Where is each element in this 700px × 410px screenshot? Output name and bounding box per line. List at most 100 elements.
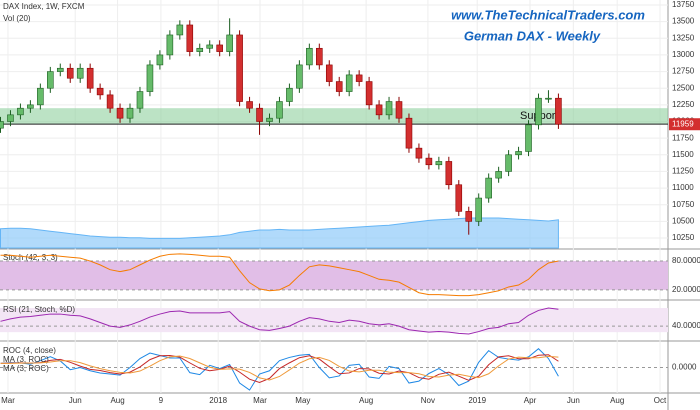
candle-body [415,147,423,159]
indicator-tick-label: 20.0000 [672,285,700,294]
y-tick-label: 11500 [672,150,694,159]
candle-body [0,121,4,129]
x-tick-label: Mar [253,396,267,405]
x-tick-label: Jun [69,396,82,405]
candle-body [445,161,453,186]
y-tick-label: 12750 [672,67,695,76]
volume-area [0,217,559,249]
indicator-band [0,261,668,290]
candle-body [37,87,44,106]
y-tick-label: 13750 [672,0,695,9]
candle-body [505,154,512,172]
candle-body [136,91,144,109]
x-tick-label: Apr [524,396,537,405]
indicator-tick-label: 40.0000 [672,321,700,330]
candle-body [216,44,223,52]
candle-body [56,67,64,72]
y-tick-label: 11750 [672,133,694,142]
candle-body [7,114,14,122]
indicator-line [0,354,559,384]
candle-body [176,24,184,36]
candle-body [296,64,303,89]
candle-body [66,67,74,79]
legend-label: MA (3, ROC) [3,364,49,373]
legend-label: ROC (4, close) [3,346,56,355]
candle-body [545,97,552,100]
candle-body [96,87,104,96]
candle-body [485,177,492,199]
y-tick-label: 13000 [672,50,695,59]
candle-body [166,34,174,56]
candle-body [555,97,562,125]
last-price-box [669,118,700,131]
candle-body [525,124,532,152]
y-tick-label: 10750 [672,200,695,209]
candle-body [27,104,34,109]
candle-body [495,171,502,179]
candle-body [146,64,154,92]
candle-body [226,34,233,52]
candle-body [345,74,353,92]
legend-label: MA (3, ROC) [3,355,49,364]
candle-body [335,81,343,92]
x-tick-label: Jun [567,396,580,405]
x-tick-label: Mar [1,396,15,405]
x-tick-label: 2019 [468,396,486,405]
indicator-tick-label: 0.0000 [672,363,697,372]
indicator-line [0,253,559,297]
candle-body [475,197,482,222]
candle-body [276,101,283,119]
candle-body [435,161,443,166]
candle-body [535,97,542,126]
candle-body [375,104,383,116]
candle-body [395,101,403,119]
last-price-label: 11959 [672,119,694,128]
candle-body [47,71,54,89]
y-tick-label: 12500 [672,83,695,92]
candle-body [425,157,433,166]
candle-body [246,101,253,109]
y-tick-label: 11000 [672,183,694,192]
candle-body [385,101,393,116]
y-tick-label: 13500 [672,17,695,26]
candle-body [316,47,323,66]
indicator-line [0,355,559,381]
candle-body [236,34,243,102]
indicator-tick-label: 80.0000 [672,256,700,265]
x-tick-label: Nov [421,396,435,405]
x-tick-label: Aug [359,396,373,405]
x-tick-label: Aug [110,396,124,405]
candle-body [126,107,134,119]
y-tick-label: 12250 [672,100,695,109]
volume-title: Vol (20) [3,14,31,23]
indicator-title: RSI (21, Stoch, %D) [3,305,75,314]
candle-body [76,67,84,79]
x-tick-label: May [295,396,310,405]
chart-subtitle: German DAX - Weekly [464,28,601,43]
candle-body [355,74,363,82]
support-zone [0,108,668,125]
candle-body [515,151,522,156]
y-tick-label: 13250 [672,33,695,42]
candle-body [365,81,373,106]
candle-body [116,107,124,119]
candle-body [256,107,263,122]
chart-title: DAX Index, 1W, FXCM [3,2,85,11]
x-tick-label: 2018 [209,396,227,405]
candle-body [86,67,94,89]
indicator-line [0,307,559,335]
candle-body [17,107,24,116]
y-tick-label: 10250 [672,233,695,242]
indicator-band [0,308,668,333]
candle-body [286,87,293,102]
x-tick-label: 9 [159,396,164,405]
y-tick-label: 11250 [672,167,694,176]
candle-body [455,184,463,212]
candle-body [156,54,164,66]
candle-body [405,117,413,149]
candle-body [266,117,273,122]
candle-body [306,47,313,66]
y-tick-label: 10500 [672,216,695,225]
